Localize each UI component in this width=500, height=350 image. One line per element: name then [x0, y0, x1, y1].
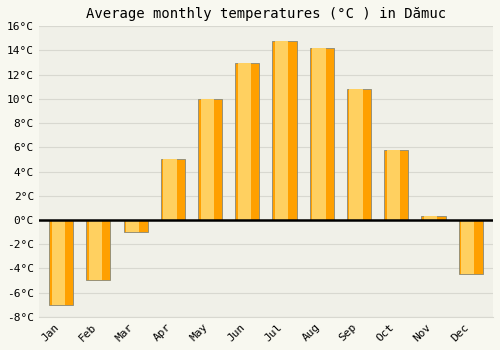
Bar [312, 48, 326, 220]
Bar [49, 220, 73, 305]
Bar [310, 48, 334, 220]
Title: Average monthly temperatures (°C ) in Dămuc: Average monthly temperatures (°C ) in Dă… [86, 7, 446, 21]
Bar [461, 220, 474, 274]
Bar [458, 220, 483, 274]
Bar [200, 99, 214, 220]
Bar [350, 89, 363, 220]
Bar [126, 220, 140, 232]
Bar [198, 99, 222, 220]
Bar [272, 41, 296, 220]
Bar [89, 220, 102, 280]
Bar [164, 160, 176, 220]
Bar [275, 41, 288, 220]
Bar [347, 89, 371, 220]
Bar [235, 63, 260, 220]
Bar [86, 220, 110, 280]
Bar [386, 150, 400, 220]
Bar [124, 220, 148, 232]
Bar [424, 216, 437, 220]
Bar [422, 216, 446, 220]
Bar [52, 220, 65, 305]
Bar [160, 160, 185, 220]
Bar [238, 63, 251, 220]
Bar [384, 150, 408, 220]
